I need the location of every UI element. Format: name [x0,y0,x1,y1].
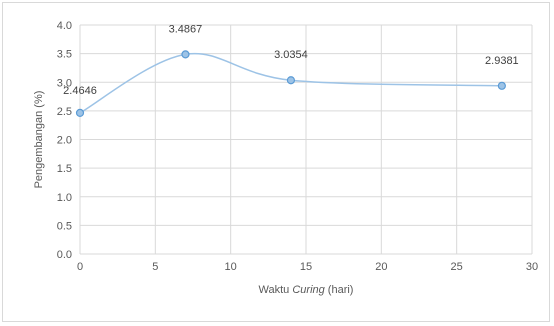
y-tick-label: 1.0 [57,192,72,204]
x-axis-title-italic: Curing [292,284,325,296]
data-point-marker [287,77,294,84]
data-label: 2.9381 [485,55,519,67]
y-axis-title: Pengembangan (%) [33,91,45,189]
y-tick-label: 4.0 [57,20,72,32]
x-tick-label: 10 [225,261,237,273]
data-point-marker [77,109,84,116]
data-point-marker [182,51,189,58]
x-axis-title-suffix: (hari) [325,284,354,296]
y-tick-label: 1.5 [57,163,72,175]
y-tick-label: 0.5 [57,220,72,232]
y-tick-label: 2.0 [57,135,72,147]
data-label: 3.4867 [169,23,203,35]
y-tick-label: 2.5 [57,106,72,118]
x-tick-label: 25 [451,261,463,273]
x-tick-label: 5 [152,261,158,273]
x-axis-title-prefix: Waktu [259,284,293,296]
x-tick-label: 20 [375,261,387,273]
x-axis-title: Waktu Curing (hari) [259,284,354,296]
y-tick-label: 3.5 [57,49,72,61]
x-tick-label: 30 [526,261,538,273]
x-tick-label: 15 [300,261,312,273]
data-label: 3.0354 [274,49,308,61]
data-label: 2.4646 [63,85,97,97]
y-tick-label: 0.0 [57,249,72,261]
data-point-marker [498,82,505,89]
x-tick-label: 0 [77,261,83,273]
